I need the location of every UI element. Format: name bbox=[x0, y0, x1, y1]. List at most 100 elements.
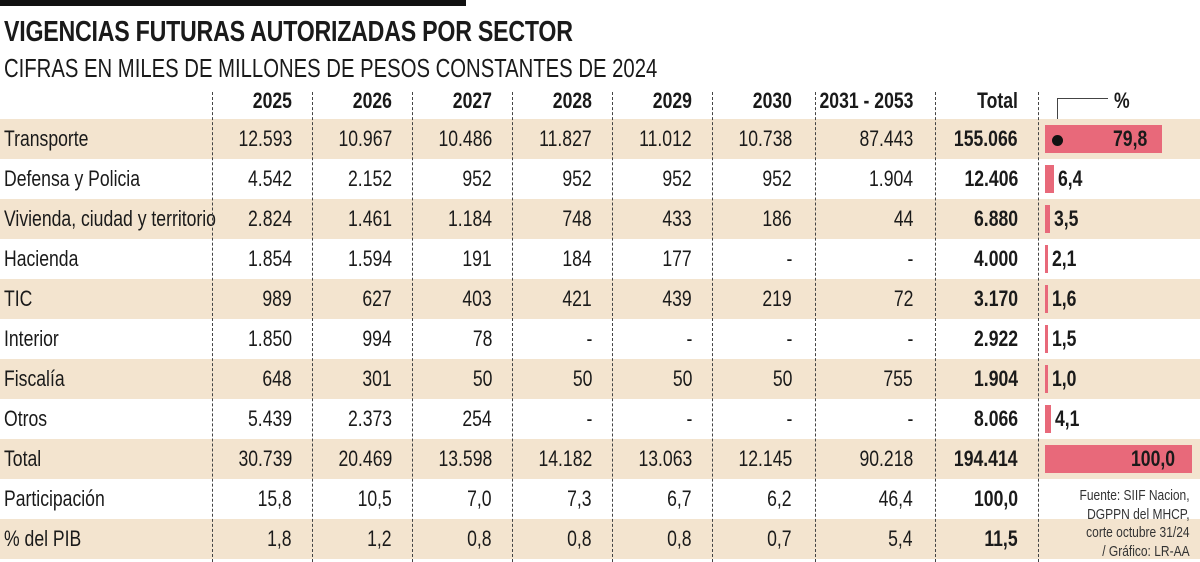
row-label: % del PIB bbox=[4, 519, 101, 559]
row-label-text: Vivienda, ciudad y territorio bbox=[4, 206, 216, 231]
table-cell: 50 bbox=[668, 359, 692, 399]
table-cell: 10.738 bbox=[725, 119, 792, 159]
table-cell: - bbox=[785, 399, 792, 439]
column-divider bbox=[312, 92, 313, 562]
table-cell-text: 1.184 bbox=[447, 206, 492, 231]
table-cell: 952 bbox=[755, 159, 792, 199]
pct-label: 4,1 bbox=[1055, 399, 1086, 439]
table-cell-text: 7,3 bbox=[567, 486, 592, 511]
table-cell: 648 bbox=[255, 359, 292, 399]
column-divider bbox=[612, 92, 613, 562]
table-cell: 1.184 bbox=[437, 199, 492, 239]
table-cell-text: 3.170 bbox=[973, 286, 1018, 311]
table-cell-text: 0,8 bbox=[567, 526, 592, 551]
column-divider bbox=[815, 92, 816, 562]
table-cell-text: 12.145 bbox=[738, 446, 792, 471]
chart-subtitle: CIFRAS EN MILES DE MILLONES DE PESOS CON… bbox=[4, 53, 658, 83]
table-cell-text: 952 bbox=[662, 166, 692, 191]
table-cell-text: - bbox=[586, 326, 592, 351]
table-cell: 403 bbox=[455, 279, 492, 319]
pct-label-text: 4,1 bbox=[1055, 406, 1080, 431]
table-cell: 0,8 bbox=[661, 519, 692, 559]
table-cell: 5.439 bbox=[237, 399, 292, 439]
table-cell: 11.012 bbox=[626, 119, 692, 159]
table-cell-text: 50 bbox=[772, 366, 792, 391]
table-cell-text: 433 bbox=[662, 206, 692, 231]
top-rule bbox=[0, 0, 466, 6]
table-row: Total 30.739 20.469 13.598 14.182 13.063 12.14… bbox=[0, 439, 1200, 479]
column-header-text: 2026 bbox=[352, 88, 392, 113]
table-row: Vivienda, ciudad y territorio 2.824 1.461 1… bbox=[0, 199, 1200, 239]
table-cell-text: 50 bbox=[472, 366, 492, 391]
pct-label: 79,8 bbox=[1113, 119, 1156, 159]
table-cell: 90.218 bbox=[846, 439, 913, 479]
pct-bar bbox=[1045, 205, 1051, 233]
table-cell-text: 0,8 bbox=[667, 526, 692, 551]
column-header: 2027 bbox=[443, 81, 492, 121]
table-cell-text: 186 bbox=[762, 206, 792, 231]
table-cell-text: 1.461 bbox=[347, 206, 392, 231]
table-cell: 6,7 bbox=[661, 479, 692, 519]
row-label-text: % del PIB bbox=[4, 526, 82, 551]
table-cell-text: 44 bbox=[893, 206, 913, 231]
row-label-text: Participación bbox=[4, 486, 105, 511]
table-cell-text: - bbox=[786, 246, 792, 271]
table-cell: 433 bbox=[655, 199, 692, 239]
table-row: Defensa y Policia 4.542 2.152 952 952 952 952 1… bbox=[0, 159, 1200, 199]
table-cell-text: 952 bbox=[762, 166, 792, 191]
table-cell: 627 bbox=[355, 279, 392, 319]
table-cell-text: 952 bbox=[562, 166, 592, 191]
table-cell: 755 bbox=[876, 359, 913, 399]
table-cell: 3.170 bbox=[963, 279, 1018, 319]
pct-bar bbox=[1045, 365, 1048, 393]
table-cell: 952 bbox=[555, 159, 592, 199]
table-cell: 6.880 bbox=[963, 199, 1018, 239]
table-cell: - bbox=[685, 399, 692, 439]
table-cell: 952 bbox=[455, 159, 492, 199]
table-cell: 0,7 bbox=[761, 519, 792, 559]
table-cell-text: 11.827 bbox=[539, 126, 592, 151]
column-divider bbox=[212, 92, 213, 562]
pct-label: 3,5 bbox=[1054, 199, 1085, 239]
table-cell: 1.904 bbox=[858, 159, 913, 199]
row-label: TIC bbox=[4, 279, 39, 319]
table-row: Fiscalía 648 301 50 50 50 50 755 1.904 1,0 bbox=[0, 359, 1200, 399]
table-cell-text: 4.542 bbox=[247, 166, 292, 191]
table-cell-text: 2.152 bbox=[347, 166, 392, 191]
pct-bar bbox=[1045, 405, 1052, 433]
table-cell-text: 12.593 bbox=[238, 126, 292, 151]
table-cell: - bbox=[906, 319, 913, 359]
table-cell: 1.904 bbox=[963, 359, 1018, 399]
table-cell-text: 1.904 bbox=[973, 366, 1018, 391]
table-cell: 994 bbox=[355, 319, 392, 359]
table-cell-text: 254 bbox=[462, 406, 492, 431]
row-label: Vivienda, ciudad y territorio bbox=[4, 199, 269, 239]
table-cell: 1.850 bbox=[237, 319, 292, 359]
table-cell: - bbox=[785, 239, 792, 279]
pct-label: 1,0 bbox=[1052, 359, 1083, 399]
source-line: DGPPN del MHCP, bbox=[1087, 505, 1190, 523]
table-cell-text: 1.904 bbox=[868, 166, 913, 191]
table-cell: 50 bbox=[768, 359, 792, 399]
table-cell: 6,2 bbox=[761, 479, 792, 519]
table-cell: 20.469 bbox=[325, 439, 392, 479]
table-cell: 4.000 bbox=[963, 239, 1018, 279]
table-cell: 184 bbox=[555, 239, 592, 279]
table-cell-text: 2.373 bbox=[347, 406, 392, 431]
table-row: TIC 989 627 403 421 439 219 72 3.170 1,6 bbox=[0, 279, 1200, 319]
pct-label-text: 2,1 bbox=[1052, 246, 1077, 271]
table-cell-text: 15,8 bbox=[257, 486, 292, 511]
row-label: Total bbox=[4, 439, 50, 479]
row-label-text: Total bbox=[4, 446, 42, 471]
row-label: Defensa y Policia bbox=[4, 159, 174, 199]
table-cell: 14.182 bbox=[525, 439, 592, 479]
column-header-pct: % bbox=[1112, 81, 1132, 121]
pct-label-text: 1,5 bbox=[1052, 326, 1077, 351]
table-cell: 10,5 bbox=[349, 479, 392, 519]
table-cell: 2.922 bbox=[963, 319, 1018, 359]
column-header-text: 2025 bbox=[252, 88, 292, 113]
row-label: Transporte bbox=[4, 119, 110, 159]
column-header-text: Total bbox=[977, 88, 1018, 113]
table-cell: 13.063 bbox=[625, 439, 692, 479]
table-cell-text: 10.738 bbox=[738, 126, 792, 151]
